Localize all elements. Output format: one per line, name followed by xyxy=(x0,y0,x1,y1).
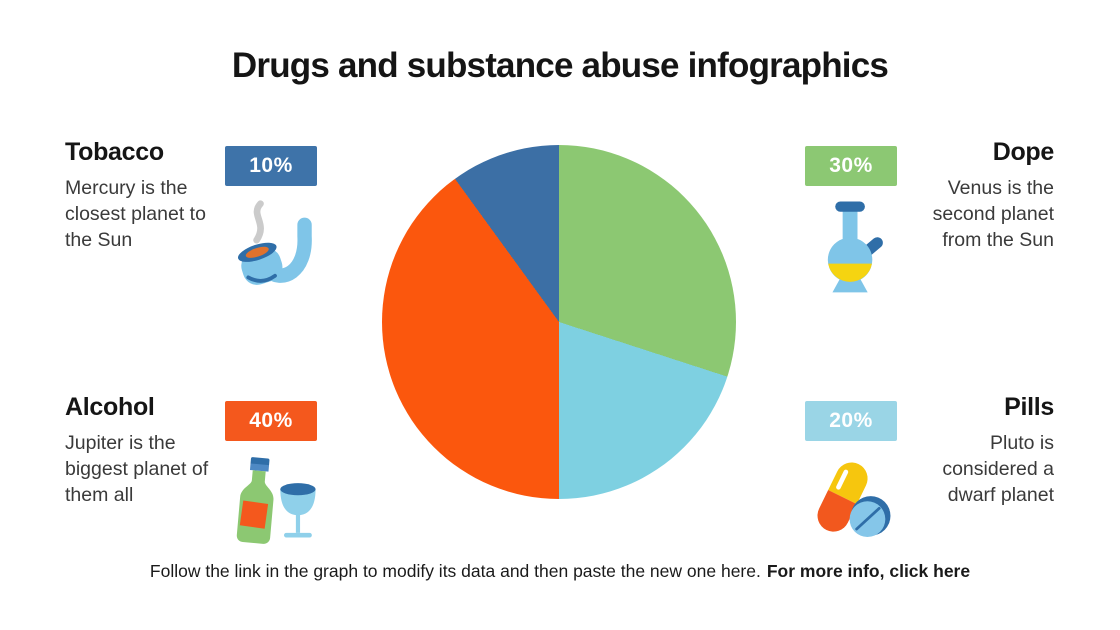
section-description-alcohol: Jupiter is the biggest planet of them al… xyxy=(65,432,209,506)
footer-text: Follow the link in the graph to modify i… xyxy=(149,561,761,581)
pills-icon xyxy=(804,450,898,551)
percentage-badge-pills: 20% xyxy=(805,401,897,441)
section-alcohol: Alcohol Jupiter is the biggest planet of… xyxy=(65,393,317,552)
section-title-pills: Pills xyxy=(1004,393,1054,421)
pie-chart[interactable] xyxy=(382,145,736,499)
section-description-tobacco: Mercury is the closest planet to the Sun xyxy=(65,177,206,251)
bong-icon xyxy=(810,195,892,302)
section-title-dope: Dope xyxy=(992,138,1055,166)
section-title-tobacco: Tobacco xyxy=(65,138,164,166)
page-title: Drugs and substance abuse infographics xyxy=(231,46,889,85)
bottle-and-glass-icon xyxy=(219,450,323,552)
section-description-pills: Pluto is considered a dwarf planet xyxy=(942,432,1054,506)
section-pills: 20% Pills Pluto is considered a dwarf pl… xyxy=(805,393,1054,551)
footer-note: Follow the link in the graph to modify i… xyxy=(0,561,1120,582)
more-info-link[interactable]: For more info, click here xyxy=(766,561,971,581)
section-dope: 30% Dope Venus is the second planet from… xyxy=(805,138,1054,302)
section-description-dope: Venus is the second planet from the Sun xyxy=(932,177,1054,251)
pipe-icon xyxy=(225,195,317,298)
percentage-badge-tobacco: 10% xyxy=(225,146,317,186)
percentage-badge-dope: 30% xyxy=(805,146,897,186)
section-tobacco: Tobacco Mercury is the closest planet to… xyxy=(65,138,317,298)
section-title-alcohol: Alcohol xyxy=(65,393,155,421)
percentage-badge-alcohol: 40% xyxy=(225,401,317,441)
